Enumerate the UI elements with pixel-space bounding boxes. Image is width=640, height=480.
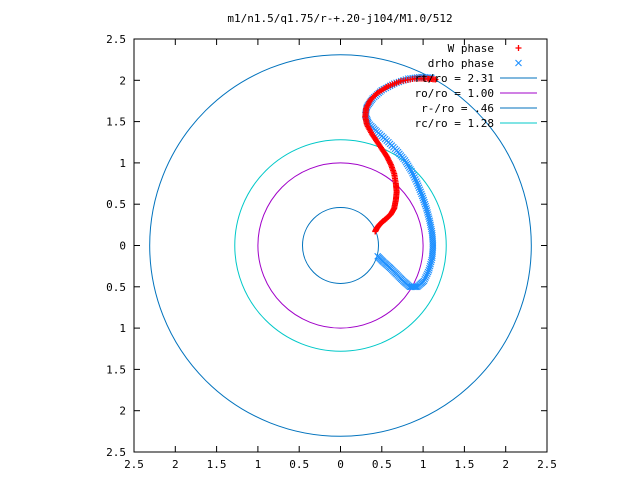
drho-phase-point (424, 211, 432, 218)
drho-phase-point (426, 264, 433, 272)
x-tick-label: 1 (255, 458, 262, 471)
drho-phase-point (423, 207, 431, 214)
circle-rt (149, 54, 532, 437)
drho-phase-point (415, 184, 423, 192)
legend-label: W phase (448, 42, 494, 55)
drho-phase-point (412, 178, 420, 185)
drho-phase-point (426, 219, 434, 227)
y-tick-label: 2.5 (106, 33, 126, 46)
y-tick-label: 1 (119, 157, 126, 170)
x-tick-label: 2.5 (537, 458, 557, 471)
y-tick-label: 2.5 (106, 446, 126, 459)
x-axis-ticks: 2.5 2 1.5 1 0.5 0 0.5 1 1.5 2 2.5 (124, 39, 557, 471)
drho-phase-point (425, 215, 433, 223)
drho-phase-point (410, 171, 417, 179)
drho-phase-point (423, 270, 431, 278)
y-tick-label: 2 (119, 405, 126, 418)
drho-phase-point (418, 192, 426, 200)
x-tick-label: 0.5 (372, 458, 392, 471)
drho-phase-point (412, 176, 419, 183)
x-tick-label: 0 (337, 458, 344, 471)
legend: W phase drho phase rt/ro = 2.31 ro/ro = 1.0… (415, 42, 537, 130)
x-tick-label: 1 (420, 458, 427, 471)
x-tick-label: 2 (172, 458, 179, 471)
circle-r (302, 207, 379, 284)
drho-phase-point (427, 260, 434, 268)
drho-phase-point (426, 217, 434, 225)
drho-phase-point (425, 213, 432, 220)
drho-phase-point (411, 173, 418, 181)
drho-phase-point (426, 262, 434, 270)
plot-frame (133, 38, 548, 453)
legend-marker-w-phase (515, 45, 522, 51)
drho-phase-point (427, 258, 435, 266)
drho-phase-point (425, 266, 433, 274)
drho-phase-point (422, 202, 430, 210)
drho-phase-point (409, 169, 416, 177)
drho-phase-point (416, 186, 424, 194)
w-phase-point (373, 90, 380, 97)
legend-label: rc/ro = 1.28 (415, 117, 494, 130)
drho-phase-point (414, 182, 422, 190)
y-tick-label: 0 (119, 240, 126, 253)
drho-phase-point (420, 198, 428, 206)
radius-circles (149, 54, 532, 437)
y-tick-label: 1 (119, 322, 126, 335)
drho-phase-point (423, 204, 430, 212)
drho-phase-point (424, 268, 432, 276)
legend-label: drho phase (428, 57, 494, 70)
drho-phase-point (417, 188, 425, 196)
drho-phase-point (422, 274, 429, 281)
x-tick-label: 2 (502, 458, 509, 471)
y-tick-label: 1.5 (106, 363, 126, 376)
x-tick-label: 1.5 (207, 458, 227, 471)
legend-label: r-/ro = .46 (421, 102, 494, 115)
w-phase-point (432, 76, 439, 83)
phase-points (361, 73, 439, 291)
drho-phase-point (423, 272, 430, 280)
x-tick-label: 2.5 (124, 458, 144, 471)
legend-marker-drho-phase (515, 59, 522, 67)
legend-label: rt/ro = 2.31 (415, 72, 494, 85)
drho-phase-point (419, 194, 427, 202)
drho-phase-point (418, 190, 425, 198)
drho-phase-point (420, 277, 428, 285)
x-tick-label: 0.5 (289, 458, 309, 471)
y-tick-label: 0.5 (106, 198, 126, 211)
drho-phase-point (420, 196, 428, 204)
drho-phase-point (421, 200, 429, 208)
y-axis-ticks: 2.5 2 1.5 1 0.5 0 0.5 1 1.5 2 2.5 (106, 33, 547, 459)
legend-label: ro/ro = 1.00 (415, 87, 494, 100)
drho-phase-point (424, 209, 431, 216)
y-tick-label: 2 (119, 74, 126, 87)
circle-rc (234, 139, 447, 352)
chart-title: m1/n1.5/q1.75/r-+.20-j104/M1.0/512 (227, 12, 452, 25)
w-phase-series (362, 75, 439, 235)
circle-ro (257, 162, 424, 329)
y-tick-label: 0.5 (106, 281, 126, 294)
y-tick-label: 1.5 (106, 116, 126, 129)
x-tick-label: 1.5 (454, 458, 474, 471)
drho-phase-point (421, 275, 429, 283)
drho-phase-point (413, 180, 421, 187)
